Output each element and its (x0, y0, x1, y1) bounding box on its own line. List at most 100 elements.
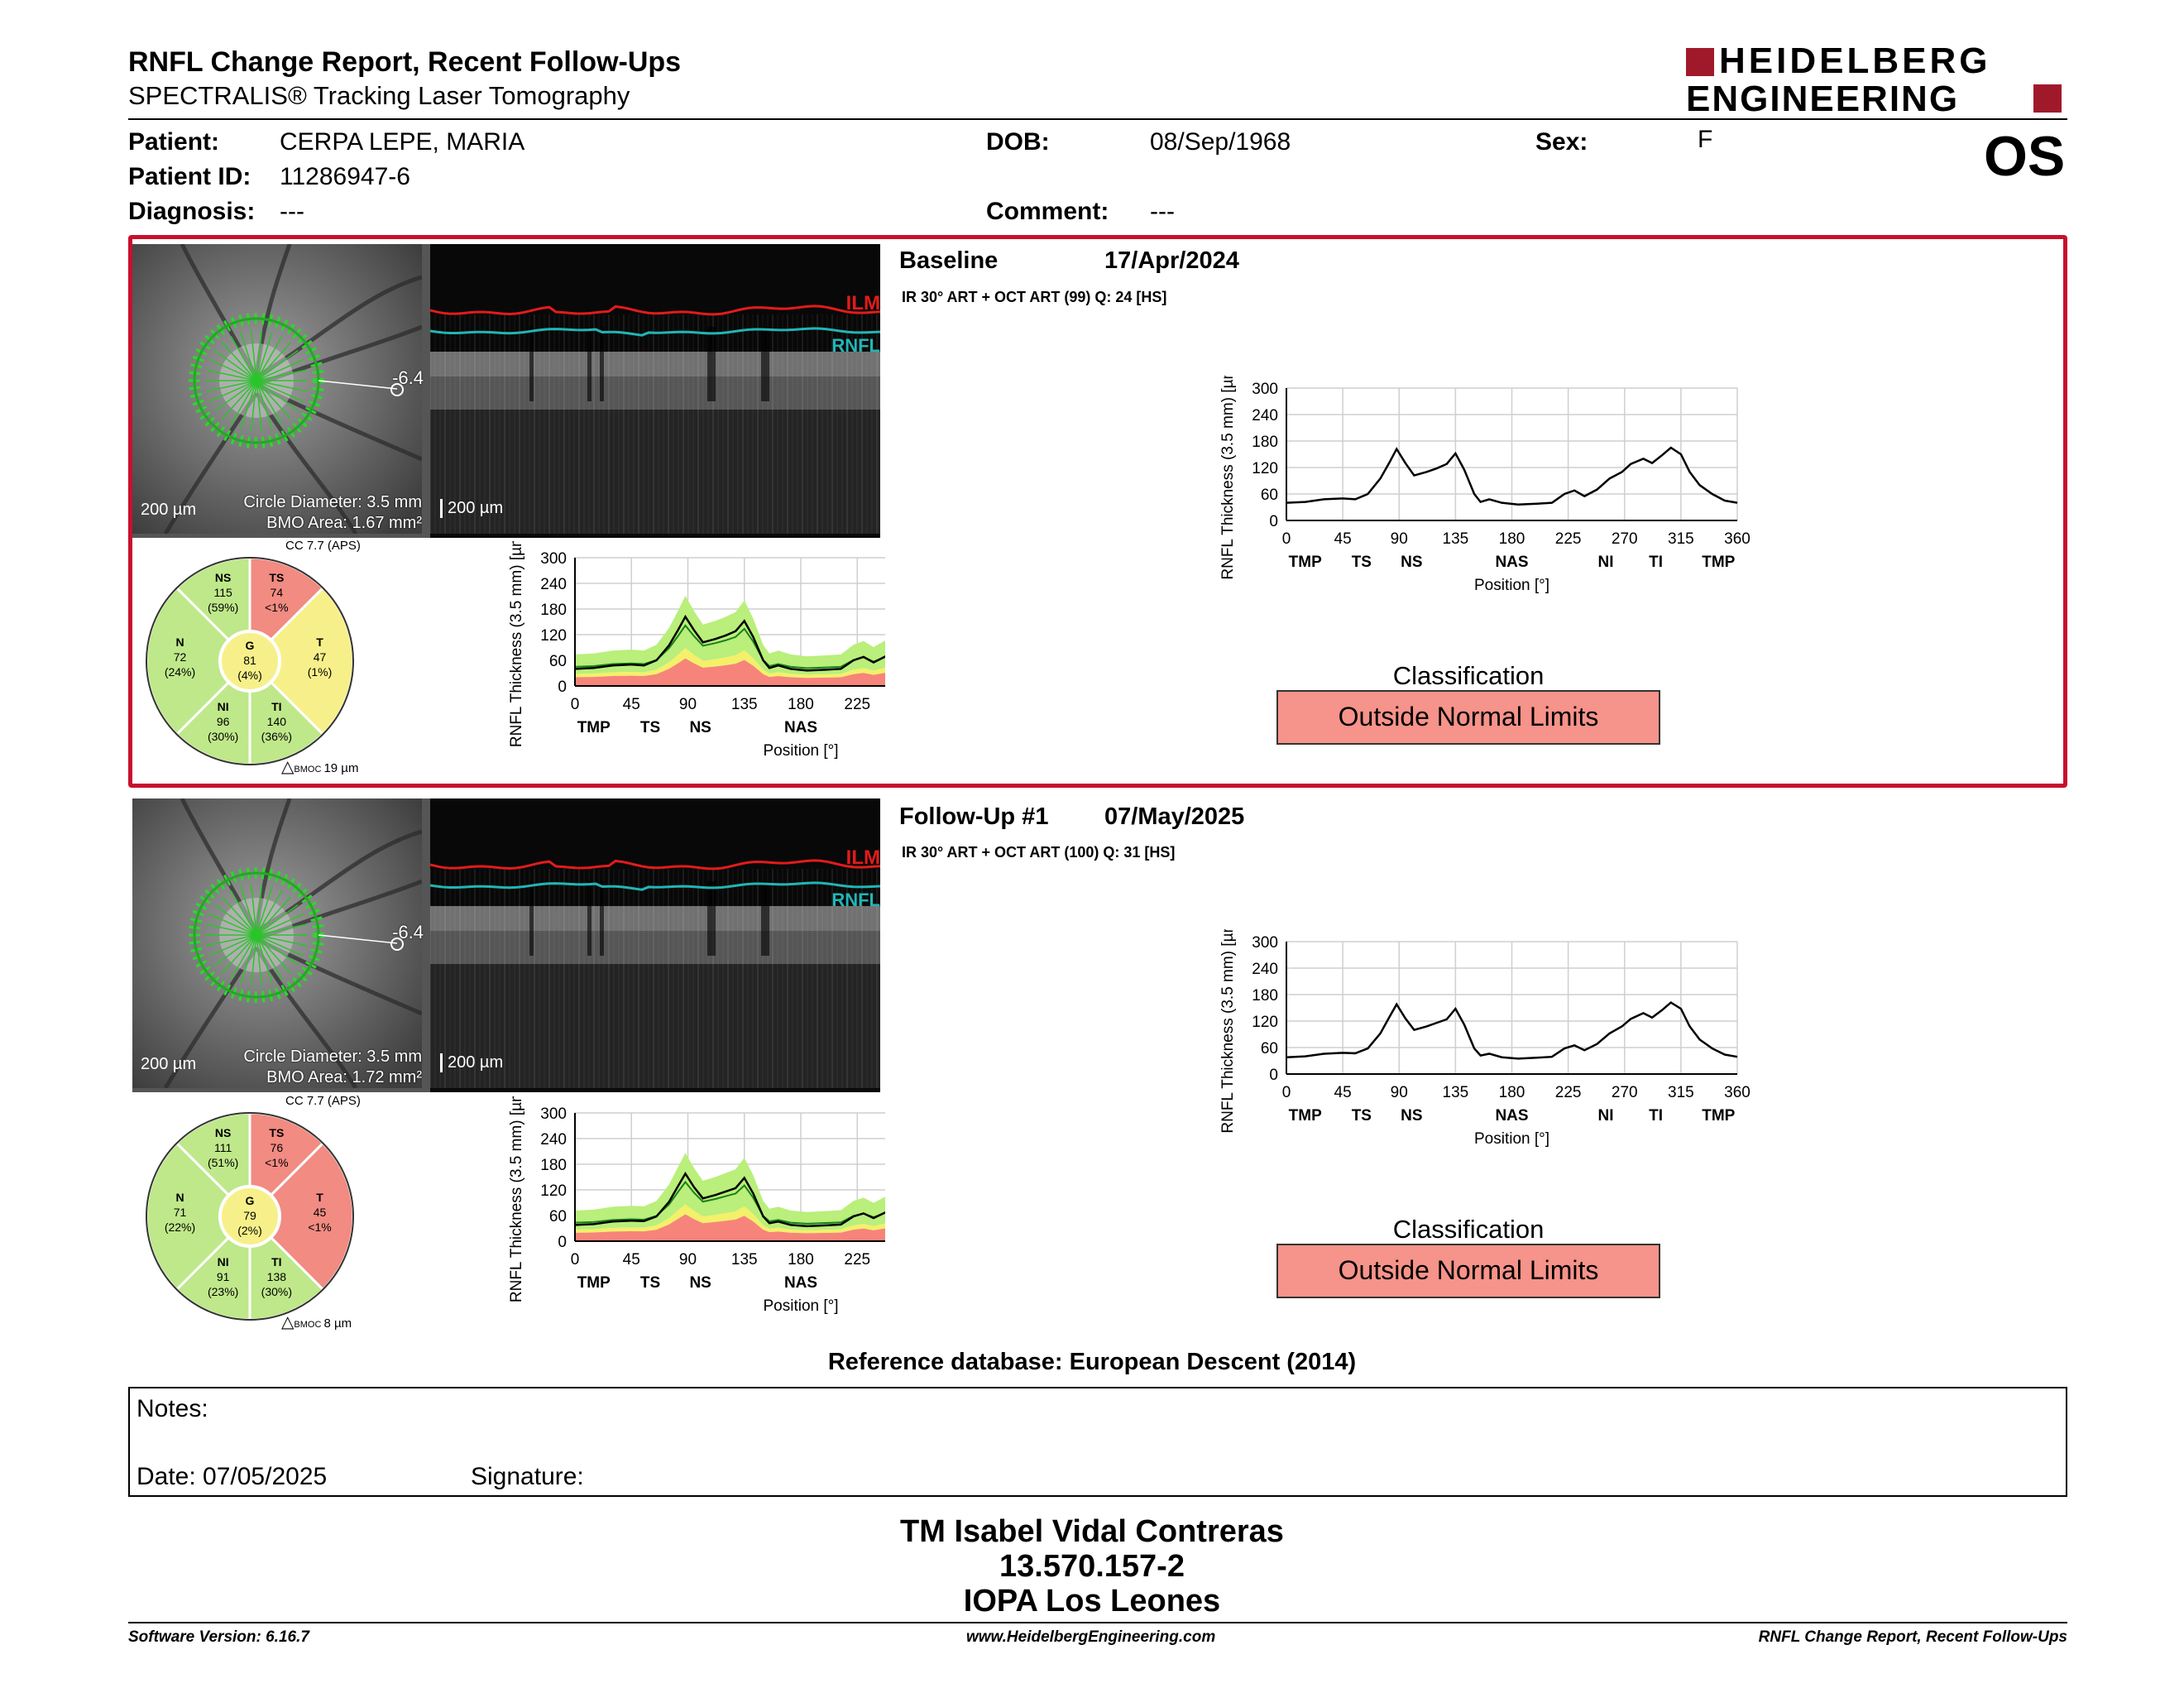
website-link[interactable]: www.HeidelbergEngineering.com (966, 1628, 1216, 1646)
rnfl-profile-chart: 300 240 180 120 60 00 45 90 135 180 225 270 315 360 TM… (1219, 929, 1751, 1148)
fovea-marker (390, 383, 404, 396)
bmo-ray (256, 934, 283, 981)
exam-panel[interactable]: 200 µm Circle Diameter: 3.5 mm BMO Area: 1… (128, 794, 2067, 1331)
y-tick-label: 300 (1252, 381, 1278, 398)
vessel-shadow (587, 881, 592, 956)
sector-axis-label: TI (1649, 554, 1663, 571)
bmo-ray (256, 380, 292, 420)
y-tick-label: 180 (540, 1157, 567, 1174)
bmo-ray (256, 349, 299, 381)
y-tick-label: 0 (558, 1234, 567, 1251)
sector-percentile: (59%) (208, 601, 238, 614)
bmo-ray (256, 896, 292, 936)
normal-band (575, 595, 885, 675)
y-tick-label: 60 (1261, 1040, 1278, 1057)
classification-result: Outside Normal Limits (1276, 690, 1660, 745)
bmo-ray (256, 890, 283, 936)
notes-box[interactable]: Notes: Date: 07/05/2025 Signature: (128, 1387, 2067, 1497)
y-tick-label: 240 (1252, 407, 1278, 424)
choroid (430, 964, 880, 1088)
report-title: RNFL Change Report, Recent Follow-Ups (128, 46, 682, 78)
vessel-shadow (600, 327, 604, 401)
slo-image-panel: 200 µm Circle Diameter: 3.5 mm BMO Area: 1… (132, 798, 430, 1092)
bmo-ray (206, 934, 257, 947)
sector-value: 76 (271, 1141, 284, 1154)
slo-scale-bar: 200 µm (141, 501, 197, 519)
vessel-shadow (765, 327, 769, 401)
sector-axis-label: NS (689, 1274, 711, 1292)
x-tick-label: 270 (1612, 530, 1638, 548)
sector-percentile: (24%) (165, 665, 195, 679)
exam-panel[interactable]: 200 µm Circle Diameter: 3.5 mm BMO Area: 1… (128, 235, 2067, 788)
sector-percentile: <1% (265, 601, 288, 614)
sector-axis-label: NI (1598, 554, 1614, 571)
x-axis-title: Position [°] (1474, 577, 1549, 594)
borderline-band (575, 648, 885, 679)
bmo-ray (230, 335, 257, 381)
x-tick-label: 45 (1334, 1084, 1352, 1101)
bmo-ray (240, 331, 257, 381)
bmo-ray (206, 369, 257, 381)
y-tick-label: 240 (540, 1131, 567, 1149)
sector-axis-label: TS (1352, 554, 1372, 571)
x-tick-label: 135 (731, 1251, 758, 1268)
sector-value: 79 (243, 1209, 256, 1222)
sector-value: 71 (174, 1206, 187, 1219)
bmo-ray (230, 380, 257, 426)
exam-date: 17/Apr/2024 (1104, 247, 1239, 274)
x-tick-label: 225 (844, 696, 870, 713)
y-tick-label: 0 (1269, 513, 1278, 530)
sector-axis-label: NS (689, 719, 711, 736)
rnfl-normative-chart: 30024018012060004590135180225270315360TM… (508, 541, 885, 760)
circle-diameter-text: Circle Diameter: 3.5 mm (243, 1048, 422, 1066)
bmoc-value: 8 µm (323, 1316, 352, 1331)
sector-axis-label: TS (640, 1274, 660, 1292)
sector-name: NI (218, 700, 229, 713)
bmo-ray (214, 934, 257, 966)
bmo-ray (250, 934, 257, 986)
y-tick-label: 120 (1252, 460, 1278, 477)
ilm-label: ILM (845, 292, 880, 314)
bmo-ray (230, 890, 257, 936)
y-tick-label: 120 (1252, 1014, 1278, 1031)
x-tick-label: 360 (1724, 530, 1751, 548)
sector-percentile: <1% (308, 1220, 331, 1234)
sector-axis-label: TMP (1289, 1107, 1322, 1125)
normal-band (575, 1153, 885, 1230)
x-tick-label: 225 (1555, 1084, 1582, 1101)
patient-id: 11286947-6 (280, 163, 410, 190)
fovea-line (318, 380, 398, 390)
sector-value: 74 (271, 586, 284, 599)
x-tick-label: 90 (679, 696, 697, 713)
x-tick-label: 225 (1555, 530, 1582, 548)
choroid (430, 410, 880, 534)
delta-icon: △ (281, 1313, 295, 1331)
bmo-area-text: BMO Area: 1.72 mm² (266, 1068, 422, 1086)
sector-percentile: (1%) (308, 665, 333, 679)
y-tick-label: 300 (540, 550, 567, 568)
rnfl-profile-line (1286, 1001, 1738, 1060)
x-tick-label: 315 (1668, 1084, 1694, 1101)
bmo-ray (256, 342, 292, 381)
normative-mean-line (574, 1180, 885, 1225)
bmo-ray (256, 914, 304, 936)
eye-indicator: OS (1984, 125, 2066, 188)
sector-axis-label: NAS (784, 719, 817, 736)
y-axis-title: RNFL Thickness (3.5 mm) [µm] (1219, 929, 1237, 1134)
vessel-shadow (529, 881, 534, 956)
bmo-ray (221, 934, 257, 974)
vessel-shadow (761, 327, 765, 401)
sector-value: 72 (174, 650, 187, 664)
exam-details: IR 30° ART + OCT ART (100) Q: 31 [HS] (902, 844, 1176, 861)
exam-date: 07/May/2025 (1104, 803, 1245, 830)
circle-diameter-text: Circle Diameter: 3.5 mm (243, 493, 422, 511)
rnfl-segmentation (430, 327, 880, 337)
bmo-ray (209, 380, 257, 402)
sector-name: T (316, 635, 323, 649)
retinal-vessel (254, 391, 358, 535)
bmo-ray (256, 904, 299, 936)
x-tick-label: 90 (679, 1251, 697, 1268)
x-tick-label: 90 (1391, 530, 1408, 548)
bmo-ray (209, 359, 257, 381)
signer-id: 13.570.157-2 (999, 1549, 1185, 1584)
